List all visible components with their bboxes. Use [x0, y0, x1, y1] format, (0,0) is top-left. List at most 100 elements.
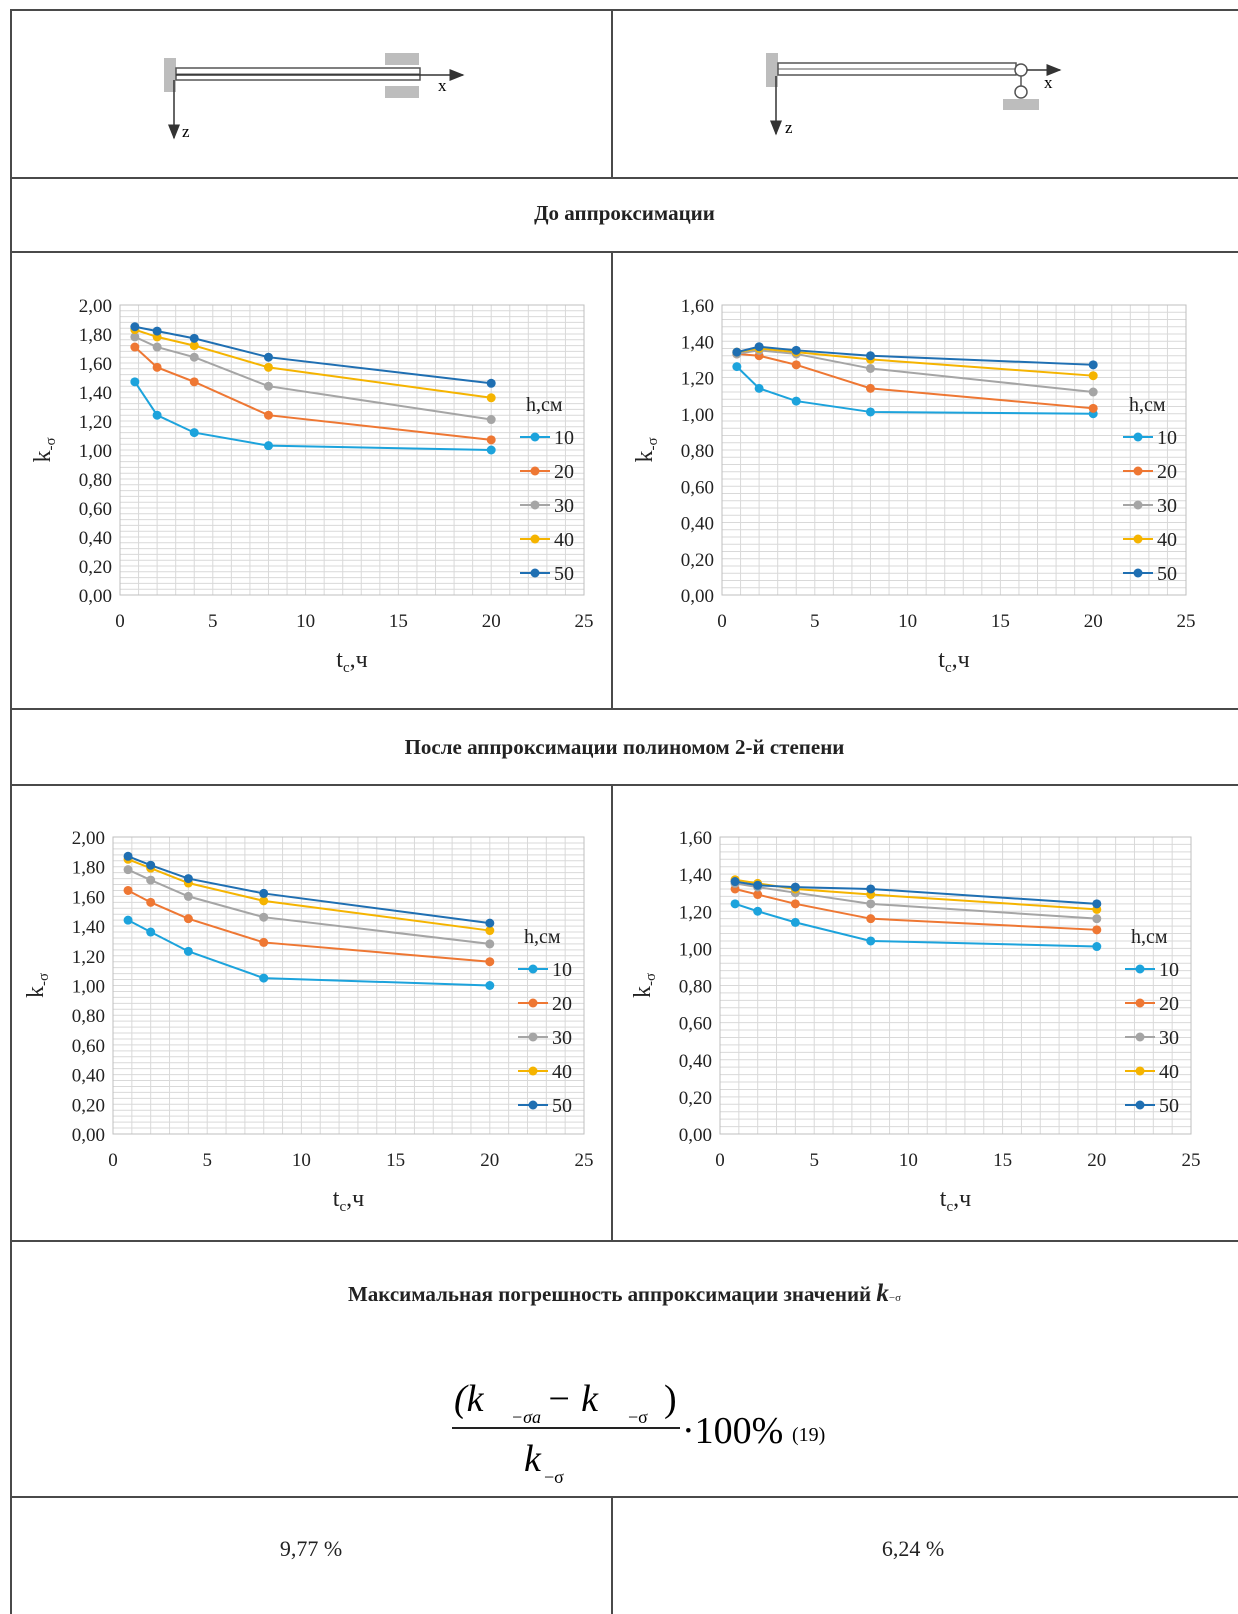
legend-label: 40: [554, 529, 574, 551]
y-tick-label: 0,20: [79, 557, 112, 578]
table-divider-before: [611, 251, 613, 709]
y-tick-label: 1,00: [681, 405, 714, 426]
data-point: [152, 410, 162, 420]
plot-area: [719, 836, 1192, 1135]
legend-title: h,см: [524, 926, 561, 948]
y-tick-label: 1,00: [79, 441, 112, 462]
legend-swatch-marker: [1135, 1066, 1145, 1076]
data-point: [189, 341, 199, 351]
legend-title: h,см: [1129, 394, 1166, 416]
y-tick-label: 1,40: [72, 917, 105, 938]
legend-label: 50: [1157, 563, 1177, 585]
data-point: [259, 888, 269, 898]
series-10: [123, 915, 495, 990]
legend-swatch-marker: [1133, 534, 1143, 544]
legend-swatch-marker: [530, 534, 540, 544]
x-tick-label: 25: [1177, 611, 1196, 632]
chart-before-pinned: 0,00 0,20 0,40 0,60 0,80 1,00 1,20 1,40 1,60 0 5 10…: [632, 296, 1196, 676]
y-tick-label: 1,80: [72, 858, 105, 879]
data-point: [130, 332, 140, 342]
legend-label: 50: [552, 1095, 572, 1117]
y-tick-label: 0,80: [681, 441, 714, 462]
data-point: [152, 362, 162, 372]
data-point: [263, 352, 273, 362]
data-point: [1092, 899, 1102, 909]
data-point: [485, 918, 495, 928]
legend-label: 10: [1159, 959, 1179, 981]
y-tick-label: 1,60: [679, 828, 712, 849]
legend-swatch-marker: [1135, 964, 1145, 974]
x-tick-label: 10: [899, 1150, 918, 1171]
x-tick-label: 10: [296, 611, 315, 632]
data-point: [791, 360, 801, 370]
error-section-title: Максимальная погрешность аппроксимации з…: [11, 1280, 1238, 1308]
legend-label: 40: [1157, 529, 1177, 551]
y-tick-label: 1,20: [681, 369, 714, 390]
formula-numerator-right-sub: −σ: [628, 1407, 648, 1427]
series-line: [734, 902, 1097, 948]
data-point: [486, 445, 496, 455]
y-axis-label: k-σ: [23, 973, 52, 998]
clamp-support: [766, 53, 778, 87]
x-tick-label: 25: [1182, 1150, 1201, 1171]
legend-swatch-marker: [530, 466, 540, 476]
data-point: [183, 914, 193, 924]
y-tick-label: 0,80: [679, 977, 712, 998]
y-tick-label: 0,60: [79, 499, 112, 520]
data-point: [753, 906, 763, 916]
data-point: [865, 383, 875, 393]
x-tick-label: 25: [575, 1150, 594, 1171]
y-tick-label: 1,20: [679, 902, 712, 923]
y-tick-label: 0,00: [72, 1125, 105, 1146]
legend: h,см 10 20 30 40 50: [1125, 926, 1179, 1117]
beam-diagram-clamped: x z: [164, 53, 465, 141]
data-point: [866, 884, 876, 894]
data-point: [130, 322, 140, 332]
data-point: [259, 896, 269, 906]
legend-swatch-marker: [1133, 466, 1143, 476]
formula-denominator-sub: −σ: [544, 1467, 564, 1487]
series-20: [130, 342, 496, 445]
series-30: [123, 865, 495, 949]
data-point: [485, 957, 495, 967]
data-point: [790, 917, 800, 927]
data-point: [753, 890, 763, 900]
data-point: [753, 880, 763, 890]
data-point: [732, 362, 742, 372]
x-tick-label: 0: [715, 1150, 725, 1171]
data-point: [1088, 371, 1098, 381]
table-border-row2: [11, 251, 1238, 253]
y-tick-label: 0,80: [72, 1006, 105, 1027]
data-point: [152, 342, 162, 352]
legend-label: 20: [1159, 993, 1179, 1015]
chart-after-pinned: 0,00 0,20 0,40 0,60 0,80 1,00 1,20 1,40 1,60 0 5 10…: [630, 828, 1201, 1215]
legend-label: 30: [552, 1027, 572, 1049]
legend-label: 40: [1159, 1061, 1179, 1083]
data-point: [259, 937, 269, 947]
x-tick-label: 15: [991, 611, 1010, 632]
legend-swatch-marker: [528, 1066, 538, 1076]
x-axis-label: tc,ч: [938, 647, 969, 676]
y-tick-label: 0,60: [72, 1036, 105, 1057]
legend-label: 30: [554, 495, 574, 517]
hinge-bottom: [1014, 85, 1028, 99]
formula-numerator-minus: − k: [546, 1378, 599, 1420]
gridlines: [721, 304, 1187, 596]
y-tick-label: 0,60: [681, 477, 714, 498]
legend-label: 50: [1159, 1095, 1179, 1117]
error-formula: (k −σa − k −σ ) k −σ ·100% (19): [452, 1378, 825, 1487]
legend-label: 40: [552, 1061, 572, 1083]
y-tick-label: 1,40: [679, 865, 712, 886]
legend: h,см 10 20 30 40 50: [1123, 394, 1177, 585]
plot-area: [721, 304, 1187, 596]
series-40: [730, 875, 1102, 914]
slider-support-bottom: [385, 86, 419, 98]
data-point: [486, 378, 496, 388]
data-point: [732, 347, 742, 357]
data-point: [486, 435, 496, 445]
x-tick-label: 0: [115, 611, 125, 632]
series-30: [130, 332, 496, 425]
y-tick-label: 1,20: [79, 412, 112, 433]
data-point: [791, 396, 801, 406]
table-divider-top: [611, 9, 613, 178]
